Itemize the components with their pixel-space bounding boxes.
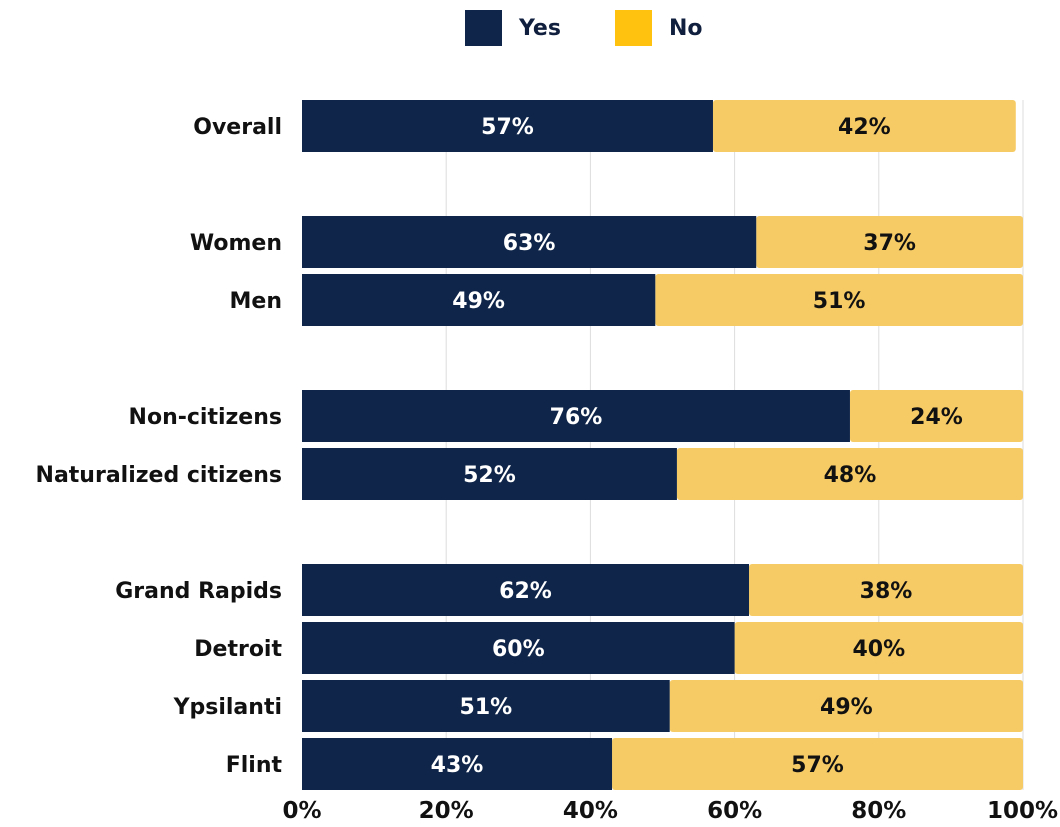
data-label-no: 48% — [824, 463, 877, 488]
data-label-yes: 62% — [499, 579, 552, 604]
x-tick-label: 40% — [563, 798, 618, 824]
bar-yes — [302, 216, 757, 268]
data-label-yes: 60% — [492, 637, 545, 662]
data-label-yes: 57% — [481, 115, 534, 140]
legend-label-no: No — [669, 15, 703, 41]
bar-no — [676, 448, 1023, 500]
x-tick-label: 0% — [282, 798, 321, 824]
category-label: Grand Rapids — [115, 579, 282, 604]
legend-swatch-yes — [465, 10, 502, 46]
data-label-yes: 49% — [452, 289, 505, 314]
bar-no — [712, 100, 1016, 152]
data-label-no: 38% — [860, 579, 913, 604]
bar-yes — [302, 100, 713, 152]
data-label-yes: 63% — [503, 231, 556, 256]
legend-item-no: No — [615, 10, 703, 46]
data-label-no: 42% — [838, 115, 891, 140]
legend: Yes No — [0, 6, 1060, 46]
data-label-no: 51% — [813, 289, 866, 314]
bar-yes — [302, 390, 850, 442]
x-tick-label: 20% — [419, 798, 474, 824]
legend-swatch-no — [615, 10, 652, 46]
bar-no — [612, 738, 1023, 790]
data-label-no: 49% — [820, 695, 873, 720]
bar-no — [849, 390, 1023, 442]
category-label: Flint — [226, 753, 283, 778]
bar-yes — [302, 274, 656, 326]
data-label-yes: 52% — [463, 463, 516, 488]
category-label: Naturalized citizens — [36, 463, 282, 488]
bar-no — [756, 216, 1023, 268]
x-tick-label: 80% — [851, 798, 906, 824]
data-label-yes: 76% — [550, 405, 603, 430]
data-label-no: 57% — [791, 753, 844, 778]
legend-item-yes: Yes — [465, 10, 561, 46]
bar-yes — [302, 680, 670, 732]
bar-yes — [302, 448, 677, 500]
data-label-no: 24% — [910, 405, 963, 430]
category-label: Non-citizens — [129, 405, 282, 430]
bar-yes — [302, 622, 735, 674]
bar-no — [734, 622, 1023, 674]
category-label: Ypsilanti — [173, 695, 282, 720]
bar-yes — [302, 564, 750, 616]
data-label-no: 40% — [852, 637, 905, 662]
data-label-yes: 43% — [431, 753, 484, 778]
bar-no — [749, 564, 1023, 616]
bar-no — [669, 680, 1023, 732]
data-label-yes: 51% — [460, 695, 513, 720]
legend-label-yes: Yes — [519, 15, 561, 41]
bar-no — [655, 274, 1023, 326]
category-label: Women — [190, 231, 282, 256]
category-label: Overall — [193, 115, 282, 140]
category-label: Men — [230, 289, 282, 314]
category-label: Detroit — [194, 637, 282, 662]
x-tick-label: 100% — [987, 798, 1058, 824]
x-tick-label: 60% — [707, 798, 762, 824]
bar-yes — [302, 738, 613, 790]
data-label-no: 37% — [863, 231, 916, 256]
